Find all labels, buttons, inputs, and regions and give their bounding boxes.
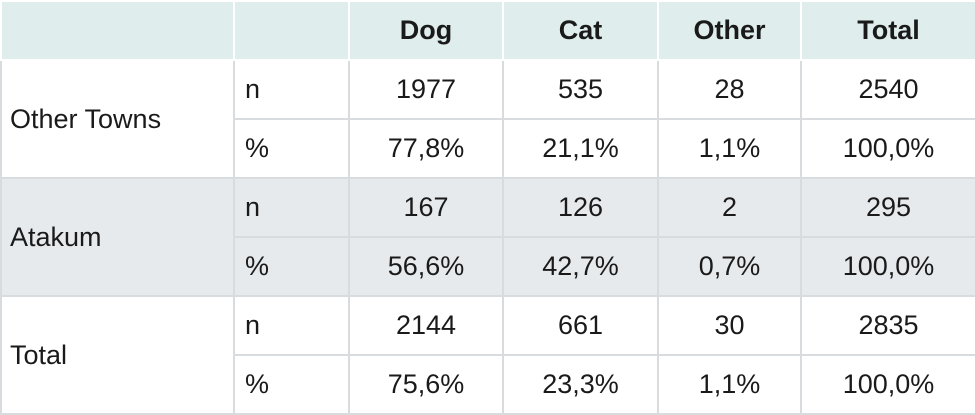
table-cell: 1,1% [657,118,802,179]
column-header: Cat [502,0,659,61]
stat-label: % [233,236,350,297]
header-empty [0,0,235,61]
table-body: Other Towns n 1977 535 28 2540% 77,8% 21,1% 1,1%… [0,59,975,415]
table-cell: 167 [348,177,504,238]
table-row: % 77,8% 21,1% 1,1% 100,0% [1,118,975,179]
table-cell: 535 [502,59,659,120]
table-cell: 100,0% [800,354,975,415]
table-cell: 2 [657,177,802,238]
table-cell: 100,0% [800,118,975,179]
group-label: Total [0,295,235,415]
column-header: Total [800,0,975,61]
table-cell: 126 [502,177,659,238]
stat-label: % [233,118,350,179]
group-label: Other Towns [0,59,235,179]
group-label: Atakum [0,177,235,297]
table-cell: 23,3% [502,354,659,415]
table-cell: 2835 [800,295,975,356]
table-cell: 42,7% [502,236,659,297]
table-cell: 30 [657,295,802,356]
table-cell: 295 [800,177,975,238]
stat-label: n [233,59,350,120]
table-cell: 1977 [348,59,504,120]
table-cell: 2540 [800,59,975,120]
stat-label: % [233,354,350,415]
table-row: % 75,6% 23,3% 1,1% 100,0% [1,354,975,415]
table-cell: 100,0% [800,236,975,297]
table-cell: 77,8% [348,118,504,179]
column-header: Dog [348,0,504,61]
table-header: Dog Cat Other Total [0,0,975,61]
table-cell: 28 [657,59,802,120]
table-cell: 21,1% [502,118,659,179]
table-row: Total n 2144 661 30 2835 [0,295,975,415]
table-cell: 2144 [348,295,504,356]
table-row: % 56,6% 42,7% 0,7% 100,0% [1,236,975,297]
column-header: Other [657,0,802,61]
stat-label: n [233,177,350,238]
table-row: Other Towns n 1977 535 28 2540 [0,59,975,179]
table-cell: 661 [502,295,659,356]
table-cell: 56,6% [348,236,504,297]
table-row: Atakum n 167 126 2 295 [0,177,975,297]
stat-label: n [233,295,350,356]
header-row: Dog Cat Other Total [0,0,975,61]
table-cell: 75,6% [348,354,504,415]
table-cell: 0,7% [657,236,802,297]
table-cell: 1,1% [657,354,802,415]
header-empty [233,0,350,61]
